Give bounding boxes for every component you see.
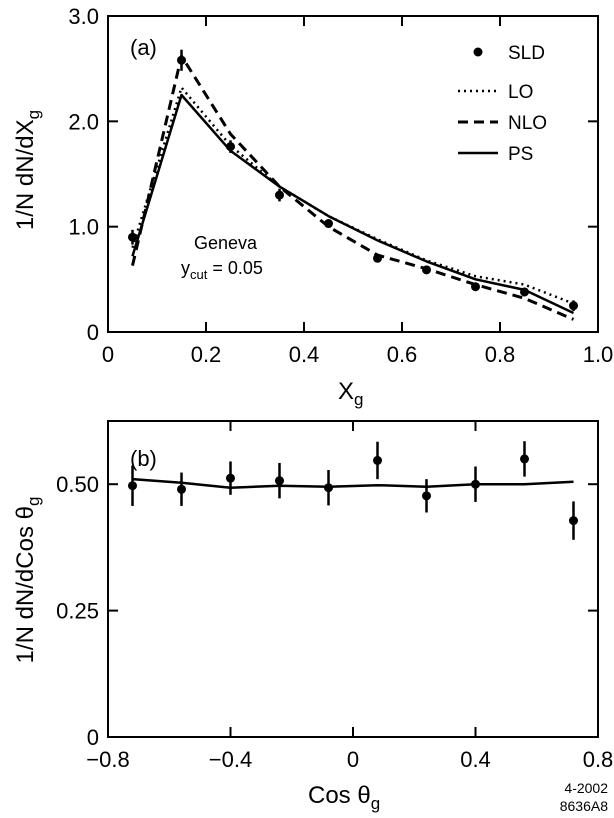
x-tick-label: 0.4	[460, 747, 491, 772]
legend-label-nlo: NLO	[508, 113, 547, 134]
data-point-sld	[128, 481, 137, 491]
x-tick-label: 0.8	[583, 747, 614, 772]
data-point-sld	[177, 484, 186, 494]
data-point-sld	[128, 232, 137, 242]
annotation-generator: Geneva	[194, 233, 258, 253]
legend-label-sld: SLD	[508, 43, 545, 64]
data-point-sld	[569, 516, 578, 526]
y-axis-label-b-main: 1/N dN/dCos θ	[12, 506, 39, 663]
data-point-sld	[275, 476, 284, 486]
data-point-sld	[569, 301, 578, 311]
y-tick-label: 0	[87, 725, 99, 750]
figure-id-code: 8636A8	[560, 798, 608, 814]
x-tick-label: −0.8	[86, 747, 129, 772]
x-axis-label-b: Cos θg	[308, 782, 380, 813]
y-axis-label-a: 1/N dN/dXg	[12, 110, 43, 230]
x-axis-label-a: Xg	[338, 378, 363, 409]
y-axis-label-b: 1/N dN/dCos θg	[12, 497, 43, 664]
x-tick-label: −0.4	[209, 747, 252, 772]
series-line-ps	[132, 477, 574, 489]
annotation-ycut-value: = 0.05	[207, 258, 263, 278]
annotation-ycut-symbol: y	[181, 258, 190, 278]
data-point-sld	[226, 473, 235, 483]
legend-label-lo: LO	[508, 82, 533, 103]
series-line-nlo	[131, 54, 575, 321]
y-axis-label-a-main: 1/N dN/dX	[12, 119, 39, 230]
x-axis-label-b-sub: g	[371, 794, 380, 813]
x-tick-label: 0.2	[191, 342, 222, 367]
y-tick-label: 0.50	[56, 472, 99, 497]
y-axis-label-a-sub: g	[24, 110, 43, 119]
legend: SLD LO NLO PS	[458, 43, 547, 165]
panel-b-ticks: −0.8 −0.4 0 0.4 0.8 0 0.25 0.50	[56, 421, 613, 772]
panel-a-series	[128, 49, 578, 321]
annotation-ycut: ycut = 0.05	[181, 258, 263, 282]
legend-marker-sld	[473, 47, 483, 57]
y-tick-label: 0	[87, 320, 99, 345]
x-axis-label-a-sub: g	[354, 390, 363, 409]
figure-date-code: 4-2002	[564, 780, 608, 796]
x-tick-label: 0	[102, 342, 114, 367]
y-tick-label: 1.0	[68, 215, 99, 240]
panel-b: −0.8 −0.4 0 0.4 0.800.250.50 (b) Cos θg 1/N …	[12, 420, 613, 813]
data-point-sld	[422, 491, 431, 501]
y-tick-label: 3.0	[68, 4, 99, 29]
x-tick-label: 0.4	[289, 342, 320, 367]
panel-b-label: (b)	[130, 446, 157, 471]
legend-label-ps: PS	[508, 144, 533, 165]
data-point-sld	[373, 455, 382, 465]
y-axis-label-b-sub: g	[24, 497, 43, 506]
x-tick-label: 0.8	[485, 342, 516, 367]
panel-b-series	[128, 441, 578, 540]
y-tick-label: 2.0	[68, 109, 99, 134]
y-tick-label: 0.25	[56, 599, 99, 624]
data-point-sld	[520, 454, 529, 464]
x-axis-label-a-main: X	[338, 378, 354, 405]
data-point-sld	[275, 190, 284, 200]
x-tick-label: 0.6	[387, 342, 418, 367]
panel-a-ticks: 0 0.2 0.4 0.6 0.8 1.0 0 1.0 2.0 3.0	[68, 4, 613, 367]
x-tick-label: 0	[347, 747, 359, 772]
annotation-ycut-sub: cut	[190, 267, 208, 282]
x-axis-label-b-main: Cos θ	[308, 782, 371, 809]
x-tick-label: 1.0	[583, 342, 614, 367]
panel-a-label: (a)	[130, 35, 157, 60]
panel-a: 0 0.2 0.4 0.6 0.8 1.0 0 1.0 2.0 3.0 (a) SLD LO NL…	[12, 4, 613, 409]
panel-a-frame	[107, 15, 599, 333]
series-line-ps	[131, 93, 575, 315]
